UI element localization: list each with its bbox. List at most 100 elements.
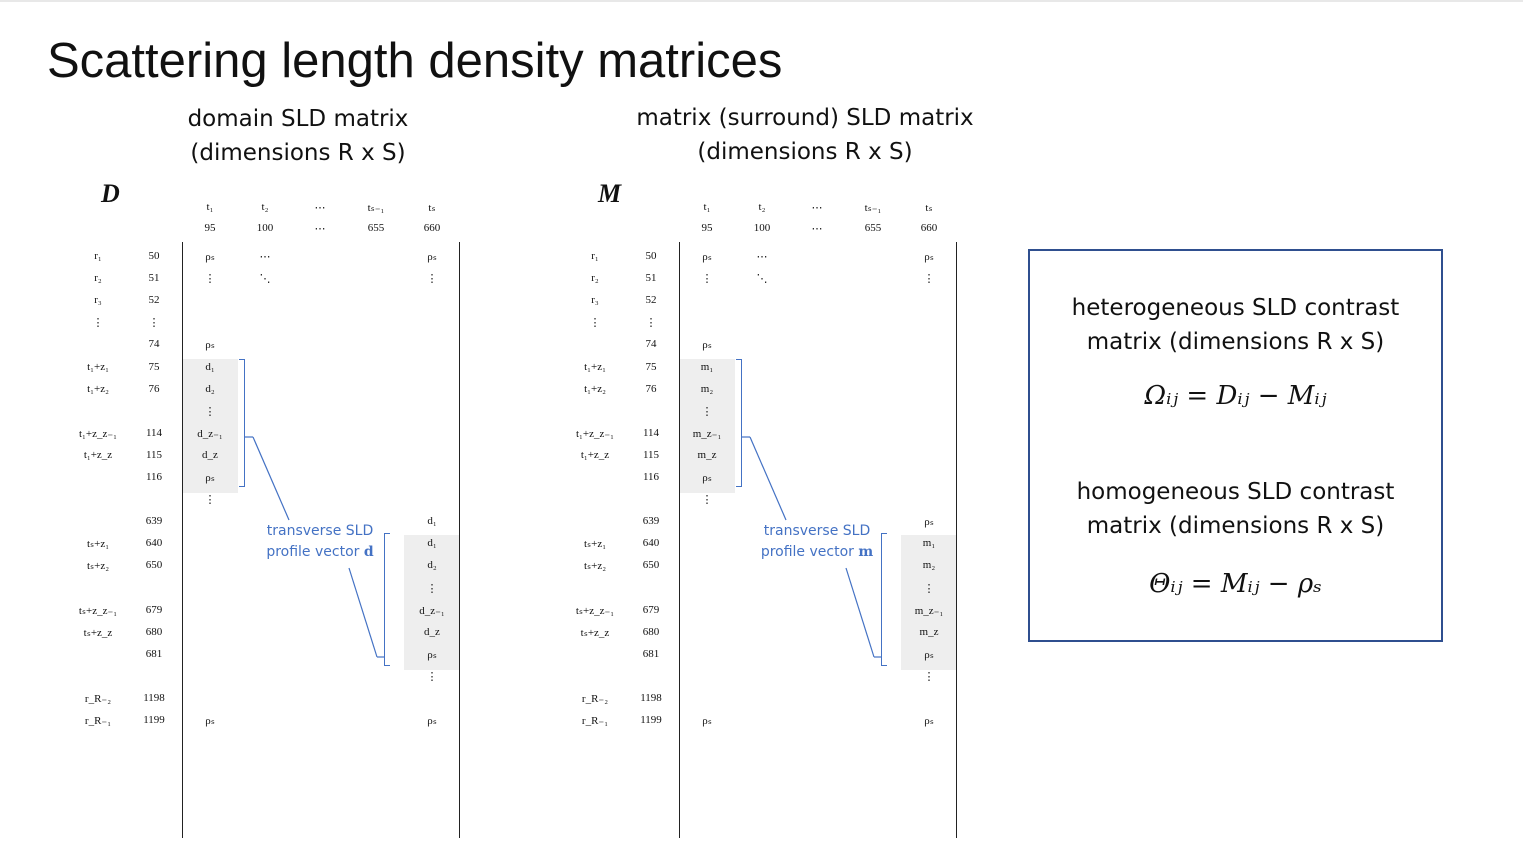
cell: m₂ xyxy=(700,382,714,395)
row-value: 76 xyxy=(148,382,160,395)
row-value: 639 xyxy=(642,515,660,528)
matrix-heading: matrix (surround) SLD matrix (dimensions… xyxy=(620,101,990,169)
row-value: 51 xyxy=(645,272,657,285)
cell: ⋱ xyxy=(756,273,768,286)
column-value: 95 xyxy=(701,222,713,234)
cell: ρₛ xyxy=(205,251,215,263)
homo-title-line2: matrix (dimensions R x S) xyxy=(1086,513,1385,539)
right-divider xyxy=(459,242,460,838)
column-value: 655 xyxy=(367,222,385,234)
cell: m₁ xyxy=(700,360,714,373)
cell: ⋮ xyxy=(204,405,216,418)
row-label: t₁+z_z₋₁ xyxy=(78,427,118,440)
leader-line xyxy=(749,436,787,521)
cell: d₁ xyxy=(427,537,437,550)
cell: ρₛ xyxy=(702,251,712,263)
cell: ⋮ xyxy=(204,273,216,286)
domain-heading-line2: (dimensions R x S) xyxy=(190,140,406,166)
cell: ⋯ xyxy=(259,251,271,263)
row-value: 640 xyxy=(642,537,660,550)
row-value: 1199 xyxy=(143,714,165,727)
cell: ⋯ xyxy=(756,251,768,263)
bracket-lower xyxy=(881,533,887,666)
column-value: 660 xyxy=(423,222,441,234)
row-label: t₁+z_z₋₁ xyxy=(575,427,615,440)
cell: d₂ xyxy=(427,559,437,572)
hetero-title-line2: matrix (dimensions R x S) xyxy=(1086,329,1385,355)
cell: m_z₋₁ xyxy=(914,604,944,617)
homo-formula: Θᵢⱼ = Mᵢⱼ − ρₛ xyxy=(1149,569,1322,599)
column-value: 655 xyxy=(864,222,882,234)
row-label: r₂ xyxy=(591,272,599,285)
row-value: 76 xyxy=(645,382,657,395)
row-label: r_R₋₁ xyxy=(84,715,112,728)
left-divider xyxy=(679,242,680,838)
row-value: 50 xyxy=(645,250,657,262)
cell: ⋱ xyxy=(259,273,271,286)
vector-label: transverse SLD profile vector d xyxy=(253,521,387,563)
page-title: Scattering length density matrices xyxy=(47,34,783,88)
column-value: 95 xyxy=(204,222,216,234)
leader-lines xyxy=(245,436,384,658)
shaded-block-upper xyxy=(182,358,238,493)
leader-line xyxy=(845,567,875,658)
row-label: t₁+z₂ xyxy=(584,382,606,395)
column-value: 660 xyxy=(920,222,938,234)
leader-lines xyxy=(742,436,881,658)
bracket-upper xyxy=(736,358,742,487)
column-header: t₂ xyxy=(758,201,766,213)
shaded-block-lower xyxy=(404,535,460,670)
cell: ⋮ xyxy=(701,494,713,507)
cell: ⋮ xyxy=(426,273,438,286)
row-value: 114 xyxy=(642,426,660,439)
vector-symbol: d xyxy=(363,544,374,560)
cell: ρₛ xyxy=(924,251,934,263)
cell: m₂ xyxy=(922,559,936,572)
contrast-definitions-box: heterogeneous SLD contrast matrix (dimen… xyxy=(1028,249,1443,642)
row-value: 679 xyxy=(642,603,660,616)
row-value: 50 xyxy=(148,250,160,262)
row-label: tₛ+z₁ xyxy=(583,538,607,551)
cell: ⋮ xyxy=(701,273,713,286)
matrix-heading-line2: (dimensions R x S) xyxy=(697,139,913,165)
column-header: tₛ xyxy=(925,202,933,214)
cell: ρₛ xyxy=(427,715,437,728)
row-value: 680 xyxy=(145,625,163,638)
row-value: 681 xyxy=(642,647,660,660)
vector-label-line1: transverse SLD xyxy=(266,523,374,539)
leader-line xyxy=(252,436,290,521)
row-label: r₁ xyxy=(94,250,102,262)
row-value: 680 xyxy=(642,625,660,638)
row-label: r_R₋₁ xyxy=(581,715,609,728)
row-value: ⋮ xyxy=(645,317,657,330)
row-label: tₛ+z_z xyxy=(83,626,113,639)
cell: d₁ xyxy=(205,360,215,373)
row-value: 116 xyxy=(145,471,163,483)
row-label: r₃ xyxy=(591,294,599,307)
row-value: 1198 xyxy=(143,692,165,704)
row-label: tₛ+z_z xyxy=(580,626,610,639)
vector-symbol: m xyxy=(858,544,874,560)
cell: d_z₋₁ xyxy=(197,427,223,440)
row-value: 116 xyxy=(642,471,660,483)
domain-heading: domain SLD matrix (dimensions R x S) xyxy=(148,102,448,170)
column-value: ⋯ xyxy=(314,223,326,235)
row-value: 52 xyxy=(148,294,160,307)
cell: ⋮ xyxy=(923,670,935,683)
bracket-upper xyxy=(239,358,245,487)
cell: ⋮ xyxy=(204,494,216,507)
row-label: t₁+z₁ xyxy=(87,360,109,373)
column-header: t₁ xyxy=(703,201,711,213)
row-value: 52 xyxy=(645,294,657,307)
column-header: ⋯ xyxy=(811,202,823,214)
vector-label-text: profile vector xyxy=(760,544,859,560)
row-label: tₛ+z_z₋₁ xyxy=(78,604,118,617)
cell: ρₛ xyxy=(427,648,437,661)
row-label: r₃ xyxy=(94,294,102,307)
row-label: tₛ+z₁ xyxy=(86,538,110,551)
domain-heading-line1: domain SLD matrix xyxy=(187,106,409,132)
row-label: t₁+z_z xyxy=(580,448,610,461)
cell: ⋮ xyxy=(426,670,438,683)
